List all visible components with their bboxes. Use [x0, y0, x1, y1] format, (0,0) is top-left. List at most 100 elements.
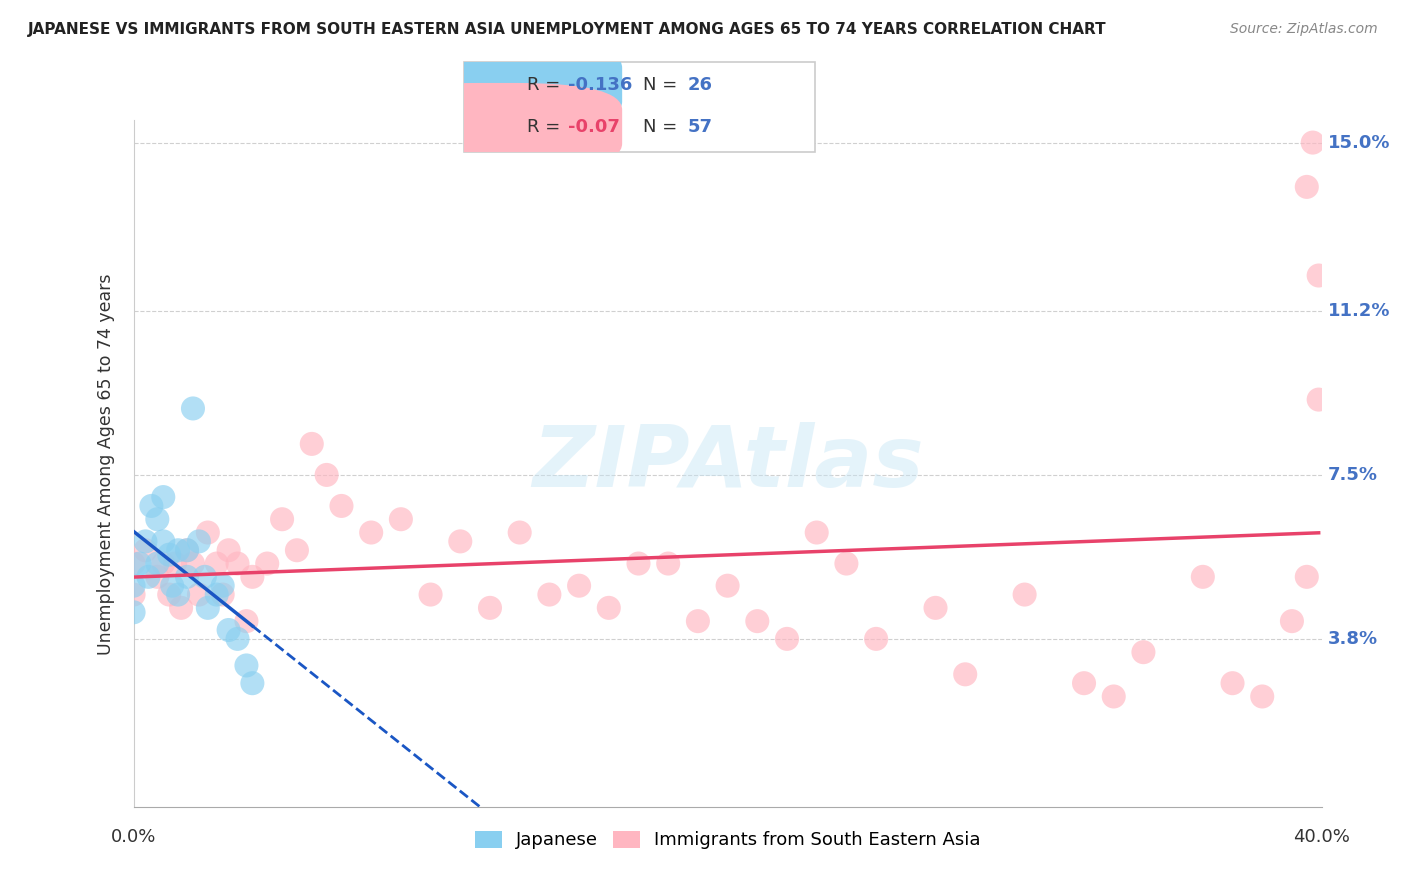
- Point: [242, 676, 264, 690]
- Point: [157, 548, 180, 562]
- Text: N =: N =: [644, 118, 683, 136]
- Text: 40.0%: 40.0%: [1294, 828, 1350, 846]
- Text: 11.2%: 11.2%: [1327, 302, 1391, 320]
- Point: [218, 543, 240, 558]
- Text: 15.0%: 15.0%: [1327, 134, 1391, 152]
- Point: [598, 600, 620, 615]
- Point: [235, 614, 257, 628]
- Point: [226, 557, 249, 571]
- Point: [211, 588, 233, 602]
- Text: 26: 26: [688, 76, 713, 94]
- Point: [181, 557, 204, 571]
- Point: [122, 605, 145, 619]
- Text: R =: R =: [527, 118, 567, 136]
- Point: [1281, 614, 1303, 628]
- Point: [776, 632, 799, 646]
- Text: -0.07: -0.07: [568, 118, 620, 136]
- Point: [301, 437, 323, 451]
- FancyBboxPatch shape: [373, 41, 623, 128]
- Point: [1302, 136, 1324, 150]
- Point: [146, 570, 169, 584]
- Point: [176, 543, 198, 558]
- Point: [478, 600, 501, 615]
- Point: [194, 570, 217, 584]
- Point: [211, 579, 233, 593]
- Point: [157, 588, 180, 602]
- Point: [924, 600, 946, 615]
- Point: [1295, 180, 1317, 194]
- Point: [315, 467, 337, 482]
- Point: [657, 557, 679, 571]
- Point: [509, 525, 531, 540]
- Point: [806, 525, 828, 540]
- Point: [187, 588, 209, 602]
- Point: [134, 543, 156, 558]
- Point: [865, 632, 887, 646]
- Point: [197, 525, 219, 540]
- Text: N =: N =: [644, 76, 683, 94]
- Legend: Japanese, Immigrants from South Eastern Asia: Japanese, Immigrants from South Eastern …: [467, 823, 988, 856]
- Point: [235, 658, 257, 673]
- Point: [1132, 645, 1154, 659]
- Point: [449, 534, 471, 549]
- Point: [205, 588, 228, 602]
- Text: 3.8%: 3.8%: [1327, 630, 1378, 648]
- Point: [1102, 690, 1125, 704]
- Point: [197, 600, 219, 615]
- Point: [1308, 268, 1330, 283]
- Point: [218, 623, 240, 637]
- Point: [242, 570, 264, 584]
- Point: [1251, 690, 1274, 704]
- Point: [568, 579, 591, 593]
- Point: [419, 588, 441, 602]
- Point: [146, 557, 169, 571]
- Text: 57: 57: [688, 118, 713, 136]
- Text: Source: ZipAtlas.com: Source: ZipAtlas.com: [1230, 22, 1378, 37]
- Point: [1308, 392, 1330, 407]
- Text: 0.0%: 0.0%: [111, 828, 156, 846]
- Point: [134, 534, 156, 549]
- Point: [205, 557, 228, 571]
- Point: [1014, 588, 1036, 602]
- Point: [226, 632, 249, 646]
- Y-axis label: Unemployment Among Ages 65 to 74 years: Unemployment Among Ages 65 to 74 years: [97, 273, 115, 655]
- Point: [146, 512, 169, 526]
- Point: [389, 512, 412, 526]
- Point: [122, 579, 145, 593]
- Point: [187, 534, 209, 549]
- Point: [360, 525, 382, 540]
- Point: [1191, 570, 1213, 584]
- Text: ZIPAtlas: ZIPAtlas: [531, 422, 924, 506]
- Point: [138, 570, 160, 584]
- Point: [141, 499, 163, 513]
- FancyBboxPatch shape: [464, 62, 815, 152]
- Text: JAPANESE VS IMMIGRANTS FROM SOUTH EASTERN ASIA UNEMPLOYMENT AMONG AGES 65 TO 74 : JAPANESE VS IMMIGRANTS FROM SOUTH EASTER…: [28, 22, 1107, 37]
- Point: [1222, 676, 1244, 690]
- Point: [717, 579, 740, 593]
- Text: 7.5%: 7.5%: [1327, 466, 1378, 484]
- Point: [176, 543, 198, 558]
- Point: [122, 588, 145, 602]
- Point: [181, 401, 204, 416]
- Point: [128, 557, 150, 571]
- Point: [176, 570, 198, 584]
- Point: [152, 534, 174, 549]
- Point: [152, 490, 174, 504]
- Point: [165, 557, 187, 571]
- Point: [330, 499, 353, 513]
- Text: -0.136: -0.136: [568, 76, 633, 94]
- Point: [955, 667, 977, 681]
- Point: [1073, 676, 1095, 690]
- Text: R =: R =: [527, 76, 567, 94]
- Point: [285, 543, 308, 558]
- Point: [271, 512, 294, 526]
- Point: [160, 579, 183, 593]
- Point: [152, 557, 174, 571]
- FancyBboxPatch shape: [373, 83, 623, 170]
- Point: [1295, 570, 1317, 584]
- Point: [627, 557, 650, 571]
- Point: [167, 543, 190, 558]
- Point: [170, 600, 193, 615]
- Point: [538, 588, 561, 602]
- Point: [686, 614, 709, 628]
